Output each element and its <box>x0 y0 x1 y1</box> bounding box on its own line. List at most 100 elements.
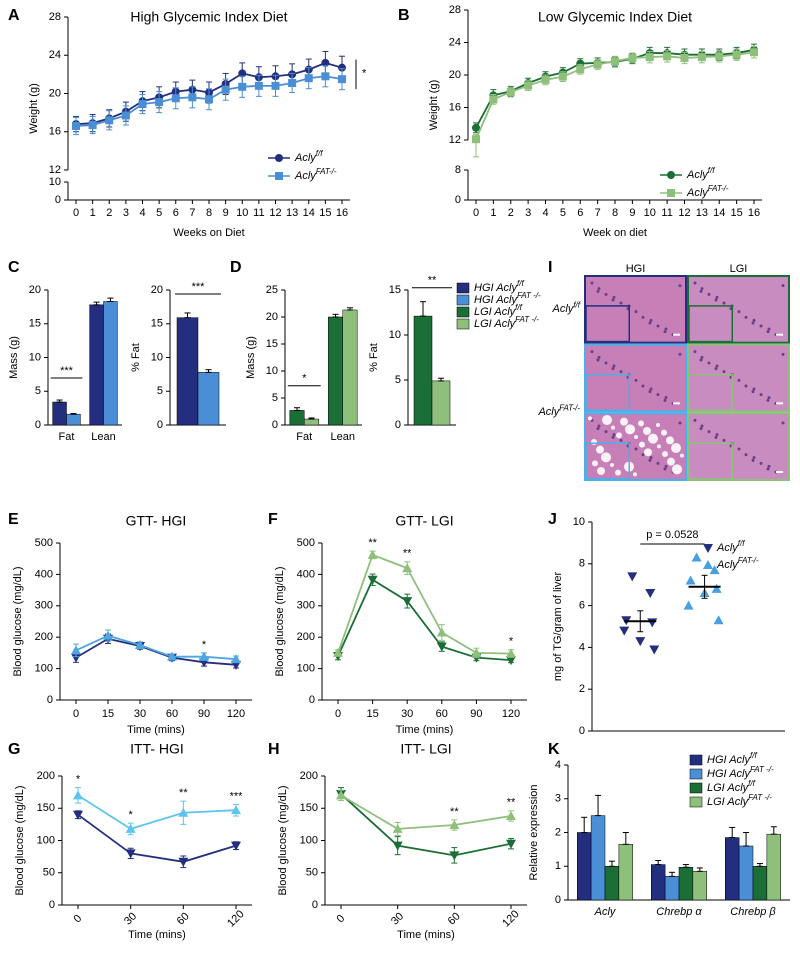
nucleus <box>781 421 785 425</box>
scale-bar <box>673 471 680 473</box>
lipid-droplet <box>667 457 675 466</box>
x-axis-label: Week on diet <box>583 227 647 239</box>
nucleus <box>597 424 601 428</box>
nucleus <box>648 458 652 462</box>
x-tick-label: 11 <box>661 207 672 219</box>
marker <box>392 823 403 833</box>
y-tick-label: 0 <box>309 694 315 706</box>
legend-label: AclyFAT-/- <box>716 556 759 571</box>
nucleus <box>663 330 667 334</box>
nucleus <box>678 352 682 356</box>
nucleus <box>664 464 668 468</box>
x-tick-label: 12 <box>269 207 281 219</box>
lipid-droplet <box>643 427 651 435</box>
legend-swatch <box>456 318 470 330</box>
marker <box>71 645 81 655</box>
marker <box>472 135 480 144</box>
x-tick-label: Fat <box>296 431 312 443</box>
marker <box>155 98 164 107</box>
lipid-droplet <box>639 441 645 448</box>
marker <box>663 52 672 61</box>
nucleus <box>611 298 615 302</box>
marker <box>135 640 145 650</box>
lipid-droplet <box>610 463 614 467</box>
lipid-droplet <box>671 443 681 453</box>
marker <box>178 857 189 867</box>
nucleus <box>590 281 594 285</box>
nucleus <box>714 298 718 302</box>
annotation: ** <box>507 797 516 809</box>
marker <box>71 653 81 663</box>
y-tick-label: 300 <box>35 600 53 612</box>
y-tick-label: 24 <box>449 36 461 48</box>
annotation: ** <box>428 275 437 287</box>
panel-letter: C <box>8 259 20 276</box>
legend-swatch <box>689 754 703 766</box>
nucleus <box>766 398 770 402</box>
bar <box>413 315 433 426</box>
nucleus <box>767 327 771 331</box>
nucleus <box>604 361 608 365</box>
chart-title: GTT- HGI <box>126 513 187 529</box>
marker <box>171 94 180 103</box>
x-tick-label: 90 <box>470 708 482 720</box>
x-tick-label: 8 <box>206 207 212 219</box>
marker <box>271 81 280 90</box>
x-tick-label: 0 <box>473 207 479 219</box>
nucleus <box>648 390 652 394</box>
x-tick-label: 3 <box>525 207 531 219</box>
nucleus <box>693 418 697 422</box>
superscript: FAT -/- <box>517 291 541 300</box>
inset <box>585 442 631 480</box>
nucleus <box>737 447 741 451</box>
marker <box>619 626 630 636</box>
nucleus <box>752 387 756 391</box>
annotation: ** <box>179 787 188 799</box>
marker <box>367 575 378 585</box>
legend-marker <box>275 172 283 180</box>
marker <box>449 820 460 830</box>
marker <box>524 81 533 90</box>
y-tick-label: 20 <box>49 87 61 99</box>
nucleus <box>707 430 711 434</box>
legend-label: LGI AclyFAT -/- <box>707 793 772 808</box>
bar <box>66 413 81 426</box>
y-tick-label: 28 <box>49 11 61 23</box>
marker <box>506 656 516 666</box>
annotation: ** <box>403 548 412 560</box>
bar <box>103 301 118 426</box>
y-tick-label: 0 <box>49 899 55 911</box>
marker <box>231 654 241 664</box>
legend-swatch <box>689 796 703 808</box>
y-axis-label: Blood glucose (mg/dL) <box>14 785 26 895</box>
y-axis-label: % Fat <box>130 343 142 372</box>
marker <box>105 116 114 125</box>
marker <box>392 841 403 851</box>
bar <box>342 309 358 426</box>
marker <box>683 600 694 610</box>
marker <box>711 583 722 593</box>
marker <box>231 841 241 851</box>
chart-title: Low Glycemic Index Diet <box>538 9 692 25</box>
x-tick-label: 30 <box>134 708 146 720</box>
inset <box>585 305 631 343</box>
nucleus <box>597 287 601 291</box>
y-tick-label: 5 <box>35 385 41 397</box>
x-tick-label: 0 <box>73 207 79 219</box>
x-tick-label: 13 <box>286 207 298 219</box>
x-tick-label: 15 <box>319 207 331 219</box>
x-tick-label: 90 <box>198 708 210 720</box>
legend-marker <box>703 560 713 569</box>
marker <box>685 575 696 585</box>
bar <box>289 410 305 426</box>
lipid-droplet <box>611 425 615 430</box>
legend-swatch <box>456 306 470 318</box>
bar <box>664 876 680 901</box>
marker <box>611 57 619 66</box>
nucleus <box>634 378 638 382</box>
x-tick-label: 60 <box>166 708 178 720</box>
superscript: f/f <box>708 166 715 175</box>
lipid-droplet <box>602 415 612 425</box>
panel-letter: B <box>398 7 410 24</box>
x-tick-label: 2 <box>508 207 514 219</box>
